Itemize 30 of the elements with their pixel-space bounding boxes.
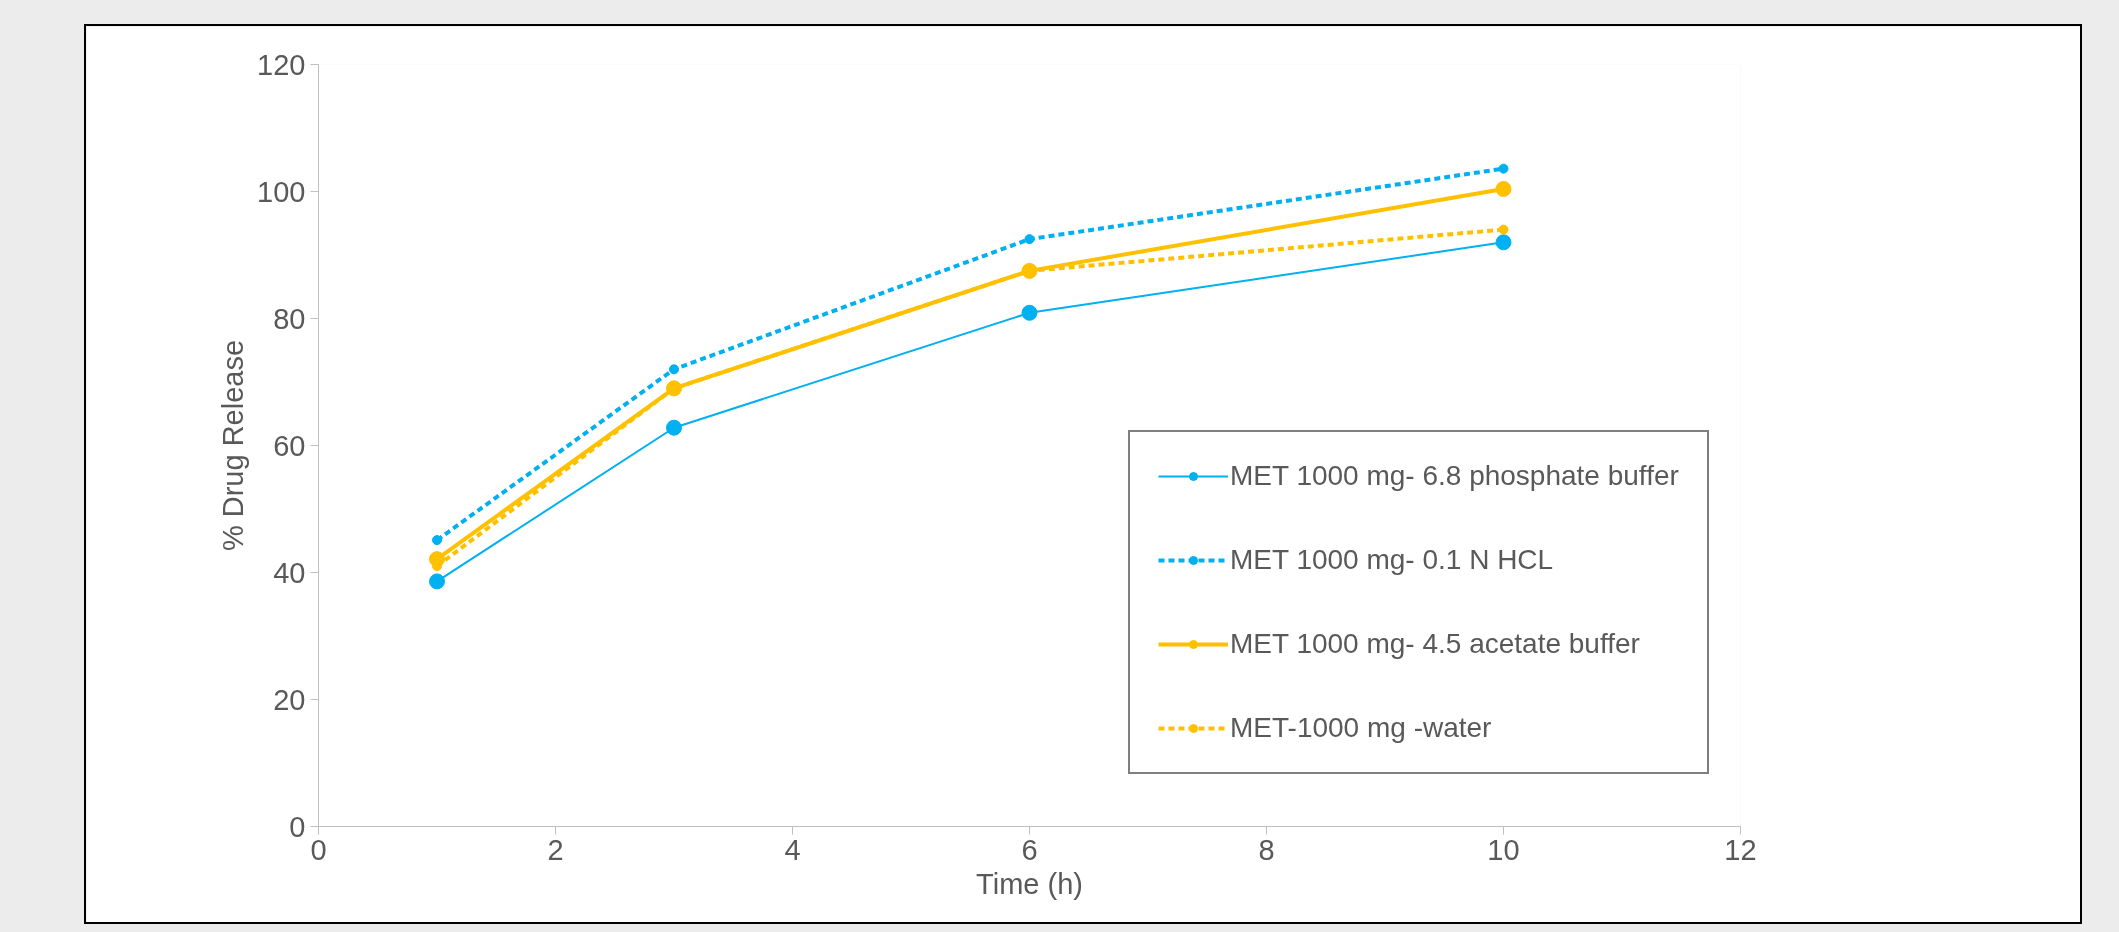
point bbox=[432, 535, 442, 546]
y-tick-label: 60 bbox=[273, 429, 306, 462]
y-tick-label: 120 bbox=[257, 48, 306, 81]
point bbox=[1021, 304, 1038, 321]
x-tick-label: 0 bbox=[310, 833, 327, 866]
legend-label: MET-1000 mg -water bbox=[1230, 712, 1492, 744]
y-tick-label: 20 bbox=[273, 683, 306, 716]
y-axis-title: % Drug Release bbox=[217, 339, 250, 552]
legend-label: MET 1000 mg- 6.8 phosphate buffer bbox=[1230, 460, 1679, 492]
y-tick-label: 100 bbox=[257, 175, 306, 208]
legend-label: MET 1000 mg- 0.1 N HCL bbox=[1230, 544, 1554, 576]
point bbox=[1495, 234, 1512, 251]
point bbox=[1498, 163, 1509, 174]
x-tick-label: 12 bbox=[1724, 833, 1757, 866]
point bbox=[429, 573, 445, 590]
y-tick-label: 0 bbox=[289, 810, 306, 843]
x-axis-title: Time (h) bbox=[976, 867, 1083, 900]
x-tick-label: 6 bbox=[1021, 833, 1038, 866]
point bbox=[1024, 234, 1035, 245]
y-tick-label: 80 bbox=[273, 302, 306, 335]
point bbox=[669, 364, 679, 375]
y-tick-label: 40 bbox=[273, 556, 306, 589]
point bbox=[666, 419, 682, 436]
x-tick-label: 8 bbox=[1258, 833, 1275, 866]
legend-label: MET 1000 mg- 4.5 acetate buffer bbox=[1230, 628, 1640, 660]
x-tick-label: 4 bbox=[784, 833, 801, 866]
point bbox=[1498, 224, 1509, 235]
x-tick-label: 10 bbox=[1487, 833, 1520, 866]
point bbox=[1495, 180, 1512, 197]
x-tick-label: 2 bbox=[547, 833, 564, 866]
